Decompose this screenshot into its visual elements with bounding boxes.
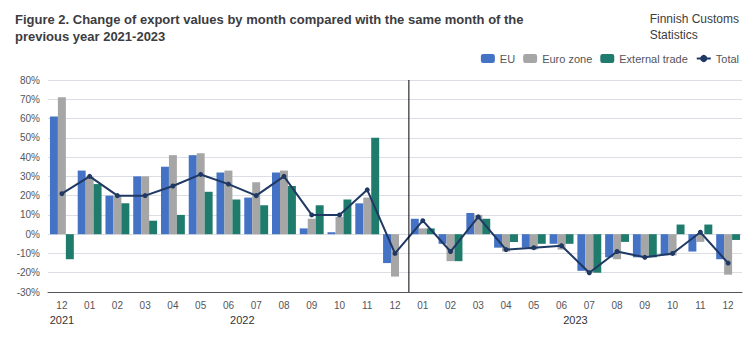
svg-text:60%: 60% [20, 113, 40, 124]
svg-text:05: 05 [528, 300, 540, 311]
svg-text:08: 08 [612, 300, 624, 311]
svg-text:10: 10 [667, 300, 679, 311]
svg-text:10: 10 [334, 300, 346, 311]
svg-text:05: 05 [195, 300, 207, 311]
svg-text:06: 06 [223, 300, 235, 311]
svg-text:50%: 50% [20, 132, 40, 143]
svg-text:2021: 2021 [50, 314, 74, 326]
svg-text:2023: 2023 [563, 314, 587, 326]
svg-text:11: 11 [695, 300, 706, 311]
svg-text:12: 12 [56, 300, 68, 311]
svg-text:70%: 70% [20, 94, 40, 105]
svg-text:Figure 2. Change of export val: Figure 2. Change of export values by mon… [15, 12, 527, 27]
svg-text:80%: 80% [20, 75, 40, 86]
svg-text:06: 06 [556, 300, 568, 311]
svg-text:2022: 2022 [230, 314, 254, 326]
svg-text:03: 03 [473, 300, 485, 311]
svg-text:01: 01 [417, 300, 429, 311]
svg-text:12: 12 [723, 300, 735, 311]
svg-text:EU: EU [500, 53, 515, 65]
svg-text:07: 07 [251, 300, 263, 311]
svg-text:Finnish Customs: Finnish Customs [650, 12, 739, 26]
svg-text:Total: Total [716, 53, 739, 65]
svg-text:08: 08 [278, 300, 290, 311]
svg-text:11: 11 [362, 300, 373, 311]
svg-text:12: 12 [389, 300, 401, 311]
svg-text:0%: 0% [26, 229, 41, 240]
svg-text:04: 04 [500, 300, 512, 311]
svg-text:40%: 40% [20, 152, 40, 163]
svg-text:Euro zone: Euro zone [542, 53, 592, 65]
svg-text:04: 04 [167, 300, 179, 311]
svg-text:02: 02 [445, 300, 457, 311]
svg-text:30%: 30% [20, 171, 40, 182]
svg-text:07: 07 [584, 300, 596, 311]
svg-text:09: 09 [639, 300, 651, 311]
svg-text:02: 02 [112, 300, 124, 311]
svg-text:10%: 10% [20, 209, 40, 220]
svg-text:previous year 2021-2023: previous year 2021-2023 [15, 29, 165, 44]
svg-text:-20%: -20% [17, 267, 40, 278]
svg-text:03: 03 [140, 300, 152, 311]
svg-text:External trade: External trade [619, 53, 687, 65]
svg-text:Statistics: Statistics [650, 28, 698, 42]
svg-text:01: 01 [84, 300, 96, 311]
svg-text:20%: 20% [20, 190, 40, 201]
svg-text:09: 09 [306, 300, 318, 311]
svg-text:-10%: -10% [17, 248, 40, 259]
svg-text:-30%: -30% [17, 287, 40, 298]
